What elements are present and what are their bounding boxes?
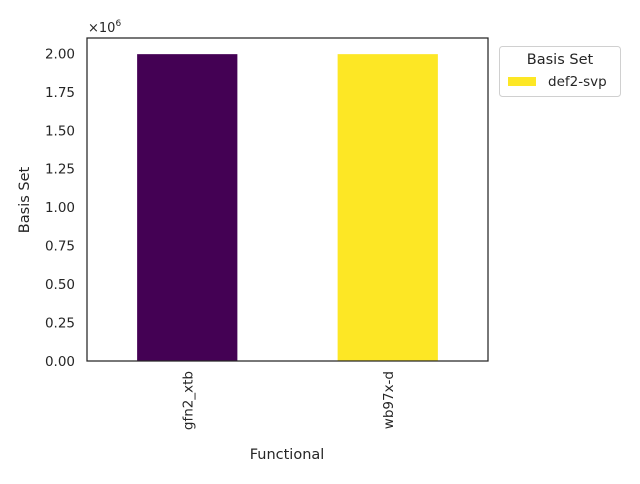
y-tick-label: 1.50 — [45, 123, 75, 139]
y-tick-label: 2.00 — [45, 46, 75, 62]
bar-wb97x-d — [337, 54, 438, 362]
y-tick-label: 0.25 — [45, 316, 75, 332]
y-offset-label: ×106 — [88, 19, 121, 36]
legend: Basis Set def2-svp — [499, 46, 621, 97]
y-axis-label: Basis Set — [17, 166, 33, 233]
y-tick-label: 0.50 — [45, 277, 75, 293]
y-tick-label: 0.00 — [45, 354, 75, 370]
y-tick-label: 1.25 — [45, 162, 75, 178]
x-tick-label: wb97x-d — [381, 371, 397, 429]
legend-swatch — [508, 77, 536, 86]
bar-gfn2_xtb — [137, 54, 238, 362]
x-axis-label: Functional — [250, 447, 325, 463]
y-tick-label: 0.75 — [45, 239, 75, 255]
legend-entry-label: def2-svp — [548, 74, 607, 90]
y-tick-label: 1.00 — [45, 200, 75, 216]
plot-frame — [86, 37, 489, 362]
x-tick-label: gfn2_xtb — [180, 371, 196, 430]
y-tick-label: 1.75 — [45, 85, 75, 101]
legend-title: Basis Set — [527, 52, 594, 68]
